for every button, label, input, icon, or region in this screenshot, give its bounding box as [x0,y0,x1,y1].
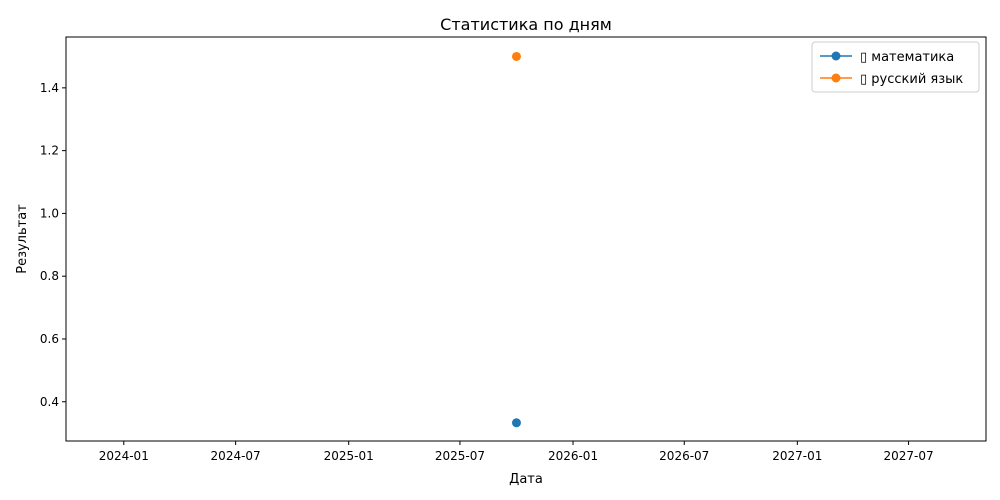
x-tick-label: 2027-01 [772,449,822,463]
y-tick-label: 0.8 [40,269,59,283]
series-layer [511,51,521,428]
y-axis-title: Результат [15,204,30,274]
x-tick-label: 2026-01 [548,449,598,463]
y-tick-label: 1.4 [40,81,59,95]
x-tick-label: 2026-07 [659,449,709,463]
legend-frame [811,41,980,93]
data-point [511,418,521,428]
y-tick-label: 1.0 [40,206,59,220]
legend: ▯ математика ▯ русский язык [811,41,980,93]
chart-title: Статистика по дням [440,15,612,34]
x-axis: 2024-01 2024-07 2025-01 2025-07 2026-01 2026-… [99,441,934,463]
plot-area-frame [65,36,987,442]
y-axis: 0.4 0.6 0.8 1.0 1.2 1.4 [40,81,66,409]
x-tick-label: 2024-01 [99,449,149,463]
y-tick-label: 0.4 [40,395,59,409]
data-point [511,51,521,61]
legend-marker [831,51,841,61]
legend-marker [831,73,841,83]
x-tick-label: 2025-01 [324,449,374,463]
legend-label: ▯ русский язык [860,72,963,87]
y-tick-label: 0.6 [40,332,59,346]
x-tick-label: 2025-07 [435,449,485,463]
x-tick-label: 2027-07 [883,449,933,463]
x-tick-label: 2024-07 [211,449,261,463]
y-tick-label: 1.2 [40,144,59,158]
legend-label: ▯ математика [860,50,954,65]
x-axis-title: Дата [509,472,543,487]
